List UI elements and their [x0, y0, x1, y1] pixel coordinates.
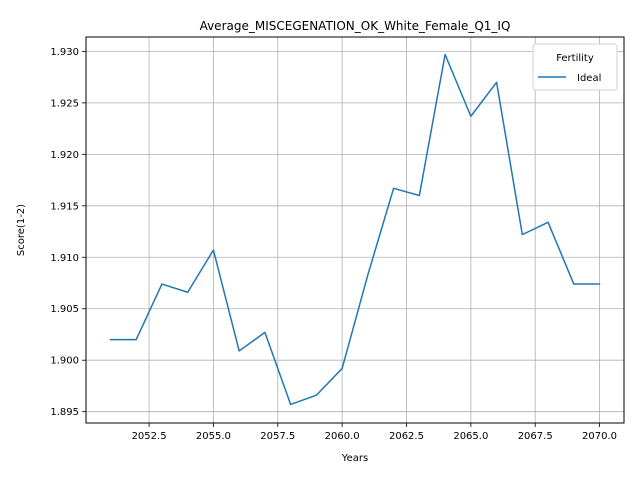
- y-tick-label: 1.920: [50, 150, 79, 161]
- x-tick-label: 2067.5: [518, 431, 553, 442]
- x-tick-label: 2055.0: [196, 431, 231, 442]
- x-tick-label: 2052.5: [132, 431, 167, 442]
- y-tick-label: 1.925: [50, 98, 79, 109]
- x-tick-label: 2057.5: [260, 431, 295, 442]
- legend: Fertility Ideal: [533, 44, 617, 90]
- chart-title: Average_MISCEGENATION_OK_White_Female_Q1…: [200, 19, 511, 33]
- y-tick-label: 1.900: [50, 356, 79, 367]
- y-axis-label: Score(1-2): [16, 204, 27, 256]
- x-tick-label: 2062.5: [389, 431, 424, 442]
- y-tick-label: 1.895: [50, 407, 79, 418]
- x-tick-label: 2065.0: [453, 431, 488, 442]
- y-tick-label: 1.915: [50, 201, 79, 212]
- legend-title: Fertility: [556, 53, 594, 64]
- legend-label-ideal: Ideal: [577, 73, 601, 84]
- y-tick-label: 1.930: [50, 47, 79, 58]
- y-tick-label: 1.910: [50, 253, 79, 264]
- x-tick-label: 2070.0: [582, 431, 617, 442]
- x-axis-label: Years: [341, 453, 368, 464]
- legend-box: [533, 44, 617, 90]
- x-tick-label: 2060.0: [325, 431, 360, 442]
- y-tick-label: 1.905: [50, 304, 79, 315]
